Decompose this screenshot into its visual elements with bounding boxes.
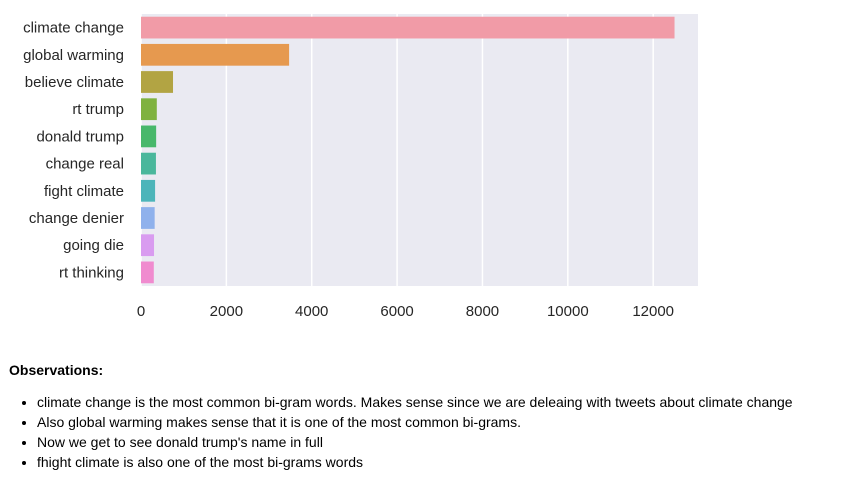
category-label: change denier — [29, 210, 124, 227]
observation-item: fhight climate is also one of the most b… — [37, 452, 839, 472]
x-tick-label: 2000 — [210, 303, 243, 320]
bar-change-denier — [141, 207, 155, 229]
bar-fight-climate — [141, 179, 156, 202]
bar-donald-trump — [141, 125, 157, 148]
bar-going-die — [141, 234, 155, 257]
bar-change-real — [141, 152, 156, 175]
bar-climate-change — [141, 16, 675, 39]
category-label: rt trump — [72, 101, 124, 118]
observation-item: Now we get to see donald trump's name in… — [37, 432, 839, 452]
observations-section: Observations: climate change is the most… — [9, 362, 839, 472]
bar-believe-climate — [141, 71, 174, 93]
category-label: going die — [63, 237, 124, 254]
x-tick-label: 4000 — [295, 303, 328, 320]
x-tick-label: 6000 — [380, 303, 413, 320]
x-tick-label: 10000 — [547, 303, 589, 320]
x-tick-label: 12000 — [632, 303, 674, 320]
x-tick-label: 8000 — [466, 303, 499, 320]
bar-global-warming — [141, 43, 290, 66]
x-tick-labels: 0 2000 4000 6000 8000 10000 12000 — [137, 303, 674, 320]
category-label: donald trump — [36, 128, 124, 145]
bars — [141, 16, 675, 284]
category-label: believe climate — [25, 74, 124, 91]
x-tick-label: 0 — [137, 303, 145, 320]
category-label: climate change — [23, 20, 124, 37]
observation-item: climate change is the most common bi-gra… — [37, 392, 839, 412]
observations-list: climate change is the most common bi-gra… — [9, 392, 839, 472]
category-label: rt thinking — [59, 264, 124, 281]
bar-rt-thinking — [141, 261, 154, 284]
bigram-bar-chart: climate change global warming believe clim… — [23, 14, 698, 320]
category-labels: climate change global warming believe clim… — [23, 20, 124, 282]
category-label: global warming — [23, 47, 124, 64]
category-label: fight climate — [44, 183, 124, 200]
observation-item: Also global warming makes sense that it … — [37, 412, 839, 432]
category-label: change real — [46, 156, 124, 173]
observations-heading: Observations: — [9, 362, 104, 378]
bar-rt-trump — [141, 98, 157, 121]
